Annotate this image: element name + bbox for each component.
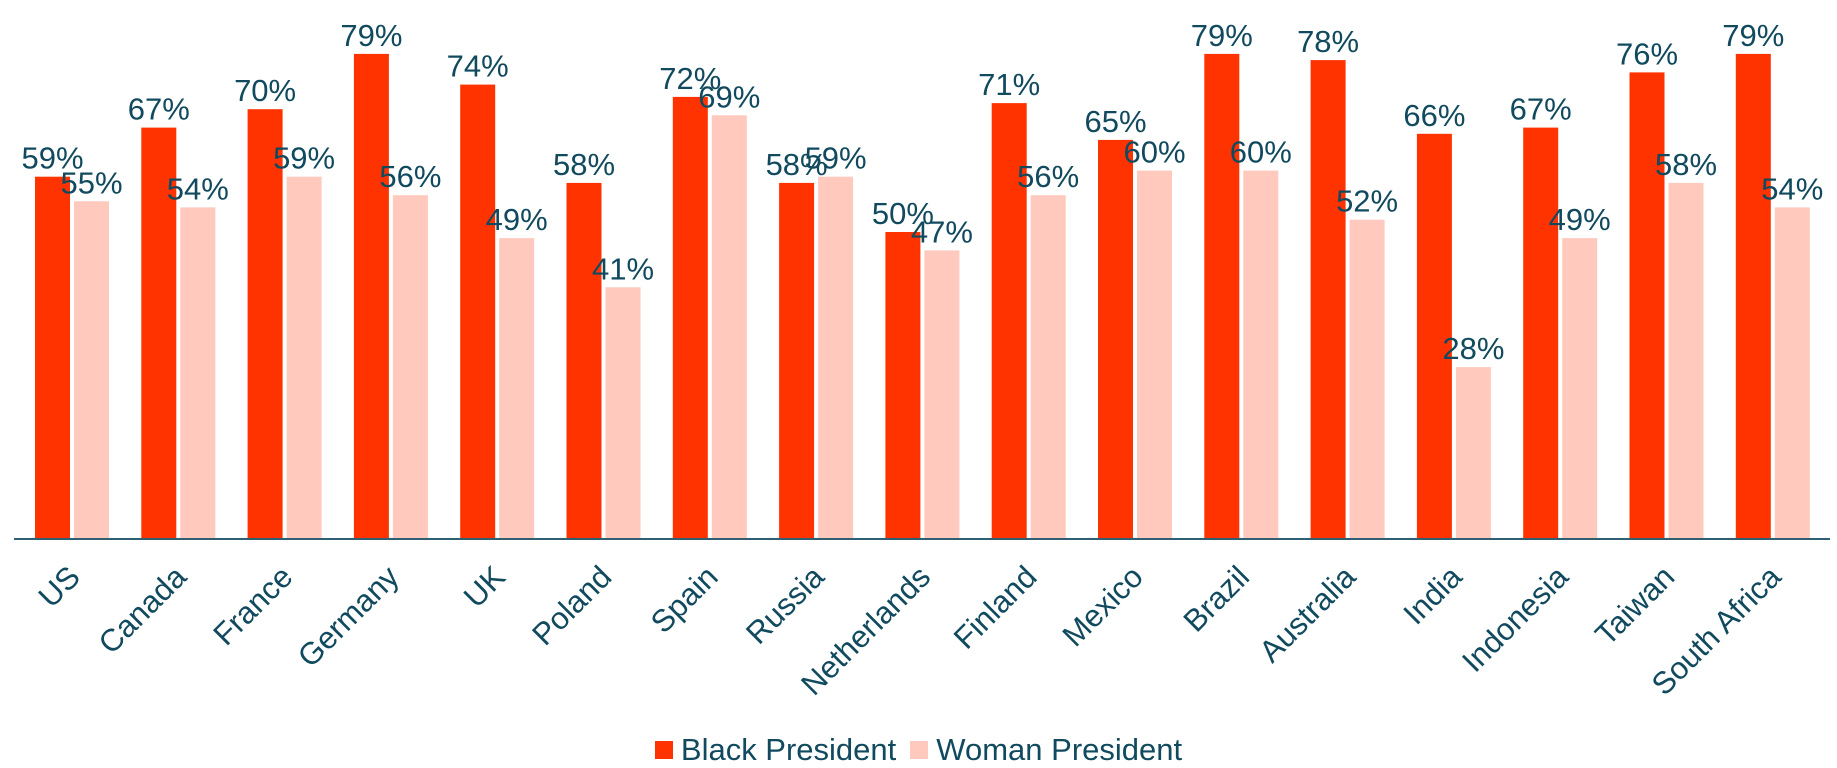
bar-black-president	[1523, 127, 1559, 539]
bar-woman-president	[1562, 238, 1598, 539]
bar-woman-president	[180, 207, 216, 539]
data-label: 58%	[766, 147, 828, 182]
data-label: 28%	[1442, 331, 1504, 366]
legend-swatch	[654, 741, 673, 759]
data-label: 79%	[340, 18, 402, 53]
x-tick-label: US	[32, 559, 87, 614]
x-tick-label: Poland	[525, 559, 618, 652]
data-label: 78%	[1297, 24, 1359, 59]
legend-swatch	[910, 741, 929, 759]
data-label: 79%	[1191, 18, 1253, 53]
bar-black-president	[1098, 139, 1133, 539]
data-label: 71%	[978, 67, 1040, 102]
legend-label: Woman President	[936, 732, 1183, 767]
data-label: 60%	[1230, 135, 1292, 170]
data-label: 54%	[167, 171, 229, 206]
bar-woman-president	[286, 176, 322, 539]
legend-item-woman-president: Woman President	[910, 732, 1182, 768]
bar-black-president	[35, 176, 70, 539]
legend-label: Black President	[680, 732, 897, 767]
data-label: 47%	[911, 214, 973, 249]
legend: Black President Woman President	[0, 732, 1837, 768]
data-label: 50%	[872, 196, 934, 231]
data-label: 56%	[1017, 159, 1079, 194]
data-label: 59%	[805, 141, 867, 176]
x-tick-label: Germany	[291, 559, 406, 674]
data-label: 66%	[1403, 98, 1465, 133]
bar-black-president	[1204, 53, 1240, 540]
data-label: 54%	[1761, 171, 1823, 206]
bar-woman-president	[1243, 170, 1279, 539]
x-tick-label: Mexico	[1056, 559, 1150, 653]
x-tick-label: Indonesia	[1455, 559, 1575, 679]
data-label: 52%	[1336, 184, 1398, 219]
bar-woman-president	[1349, 219, 1385, 539]
data-label: 49%	[486, 202, 548, 237]
bar-woman-president	[924, 250, 960, 539]
x-tick-label: France	[206, 559, 299, 652]
x-tick-label: Canada	[92, 559, 194, 661]
data-label: 72%	[659, 61, 721, 96]
bar-black-president	[991, 103, 1027, 539]
data-label: 60%	[1123, 135, 1185, 170]
bar-woman-president	[499, 238, 535, 539]
x-tick-label: India	[1396, 559, 1469, 632]
x-tick-label: Russia	[739, 559, 831, 651]
data-label: 76%	[1616, 36, 1678, 71]
bar-black-president	[672, 96, 708, 540]
bar-woman-president	[1455, 367, 1491, 539]
data-label: 58%	[1655, 147, 1717, 182]
x-tick-label: Spain	[644, 559, 725, 640]
bar-black-president	[353, 53, 389, 540]
data-label: 79%	[1722, 18, 1784, 53]
bar-woman-president	[1668, 182, 1704, 539]
bar-black-president	[1735, 53, 1771, 540]
bar-black-president	[779, 182, 815, 539]
bar-woman-president	[818, 176, 854, 539]
bar-black-president	[1629, 72, 1665, 540]
bar-woman-president	[1137, 170, 1172, 539]
data-label: 41%	[592, 251, 654, 286]
bar-woman-president	[392, 195, 428, 539]
data-label: 59%	[21, 141, 83, 176]
bar-chart: 59%55%67%54%70%59%79%56%74%49%58%41%72%6…	[14, 18, 1830, 702]
bar-black-president	[247, 109, 283, 539]
bar-woman-president	[1030, 195, 1066, 539]
data-label: 49%	[1549, 202, 1611, 237]
legend-item-black-president: Black President	[654, 732, 897, 768]
data-label: 74%	[447, 49, 509, 84]
bars-group	[35, 53, 1810, 540]
data-label: 69%	[698, 79, 760, 114]
data-labels-group: 59%55%67%54%70%59%79%56%74%49%58%41%72%6…	[21, 18, 1823, 366]
bar-black-president	[1310, 60, 1346, 539]
data-label: 55%	[60, 165, 122, 200]
bar-woman-president	[605, 287, 641, 539]
x-tick-label: Australia	[1252, 559, 1363, 670]
data-label: 59%	[273, 141, 335, 176]
x-tick-label: UK	[457, 559, 512, 614]
bar-woman-president	[1774, 207, 1810, 539]
x-tick-label: Brazil	[1177, 559, 1257, 639]
x-tick-label: Taiwan	[1588, 559, 1681, 652]
data-label: 56%	[379, 159, 441, 194]
data-label: 67%	[128, 92, 190, 127]
bar-woman-president	[711, 115, 747, 540]
bar-black-president	[566, 182, 602, 539]
data-label: 58%	[553, 147, 615, 182]
data-label: 70%	[234, 73, 296, 108]
data-label: 67%	[1510, 92, 1572, 127]
data-label: 65%	[1084, 104, 1146, 139]
x-tick-label: Finland	[947, 559, 1044, 656]
bar-woman-president	[74, 201, 109, 540]
bar-black-president	[460, 84, 496, 539]
bar-black-president	[885, 232, 921, 539]
bar-black-president	[1416, 133, 1452, 540]
bar-black-president	[141, 127, 177, 539]
